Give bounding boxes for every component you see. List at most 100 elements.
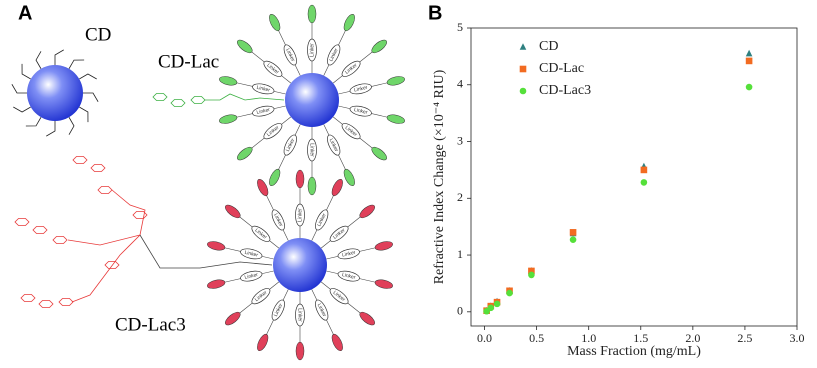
y-axis-title: Refractive Index Change (×10⁻⁴ RIU) [432, 69, 447, 284]
sugar-ring [58, 298, 74, 306]
linker [263, 60, 283, 77]
linker [327, 134, 341, 156]
linker [329, 225, 349, 242]
sugar-ring [190, 96, 206, 104]
bond [79, 106, 89, 123]
ligand [269, 168, 281, 187]
linker [327, 44, 341, 66]
sugar-ring [132, 211, 148, 219]
bond [11, 84, 27, 94]
linker [252, 83, 275, 95]
sugar-ring [20, 294, 36, 302]
linker-label: Linker [342, 250, 357, 259]
bond [54, 49, 64, 65]
y-tick-label: 2 [457, 190, 463, 204]
ligand [295, 169, 305, 189]
linker-label: Linker [328, 138, 339, 153]
linker [252, 105, 275, 117]
linker-label: Linker [244, 272, 259, 281]
legend-label: CD-Lac3 [539, 83, 591, 98]
ligand [371, 39, 387, 54]
ligand [295, 341, 305, 361]
bond [67, 234, 141, 246]
ligand [225, 311, 241, 326]
ligand [219, 76, 238, 86]
ligand [307, 176, 317, 196]
linker [240, 270, 263, 282]
data-point [745, 83, 753, 91]
y-tick-label: 4 [457, 77, 463, 91]
linker-label: Linker [316, 212, 327, 227]
ligand [257, 178, 269, 197]
legend-marker [519, 43, 527, 50]
linker-label: Linker [309, 143, 315, 157]
data-point [528, 271, 535, 279]
linker [341, 123, 361, 140]
linker-label: Linker [297, 208, 303, 222]
linker [251, 225, 271, 242]
ligand [386, 114, 405, 124]
sugar-ring [97, 186, 113, 194]
data-point [528, 267, 535, 275]
ligand [257, 333, 269, 352]
x-tick-label: 0.5 [529, 331, 544, 345]
legend-marker [519, 87, 527, 95]
bond [35, 51, 42, 69]
x-tick-label: 1.0 [581, 331, 596, 345]
ligand [343, 13, 355, 32]
data-point [506, 289, 513, 297]
data-point [745, 49, 753, 57]
cd-lac-label: CD-Lac [158, 51, 219, 72]
data-point [487, 304, 495, 312]
bond [13, 106, 31, 113]
linker [349, 83, 372, 95]
y-tick-label: 0 [457, 304, 463, 318]
linker [283, 134, 297, 156]
ligand [359, 204, 375, 219]
sugar-ring [14, 218, 30, 226]
bond [68, 59, 85, 69]
linker [307, 38, 317, 62]
x-tick-label: 2.0 [685, 331, 700, 345]
bond [25, 117, 42, 127]
linker-label: Linker [273, 302, 284, 317]
bond [139, 234, 273, 269]
chart: 0.0 0.5 1.0 1.5 2.0 2.5 3.0 0 1 2 3 4 5 Mass Fraction… [432, 20, 804, 359]
nanoparticle [285, 73, 339, 127]
bond [68, 117, 75, 135]
linker [315, 209, 329, 231]
linker [271, 209, 285, 231]
sugar-ring [38, 300, 54, 308]
linker [315, 299, 329, 321]
linker [337, 248, 360, 260]
ligand [219, 114, 238, 124]
nanoparticle [27, 65, 83, 121]
linker-label: Linker [256, 85, 271, 94]
x-tick-label: 1.5 [633, 331, 648, 345]
linker [283, 44, 297, 66]
y-tick-label: 1 [457, 247, 463, 261]
sugar-ring [32, 226, 48, 234]
linker-label: Linker [309, 43, 315, 57]
ligand [225, 204, 241, 219]
linker [337, 270, 360, 282]
sugar-ring [152, 93, 168, 101]
linker-label: Linker [297, 308, 303, 322]
linker [349, 105, 372, 117]
x-tick-label: 2.5 [737, 331, 752, 345]
bond [205, 93, 285, 101]
linker-label: Linker [353, 107, 368, 116]
bond [83, 92, 99, 102]
panel-label: B [428, 2, 442, 24]
ligand [374, 279, 393, 289]
x-tick-label: 3.0 [790, 331, 805, 345]
data-point [745, 57, 753, 65]
linker [240, 248, 263, 260]
x-axis-title: Mass Fraction (mg/mL) [567, 344, 701, 359]
ligand [343, 168, 355, 187]
sugar-ring [104, 261, 120, 269]
data-point [493, 300, 501, 308]
linker-label: Linker [316, 303, 327, 318]
bond [46, 121, 56, 137]
